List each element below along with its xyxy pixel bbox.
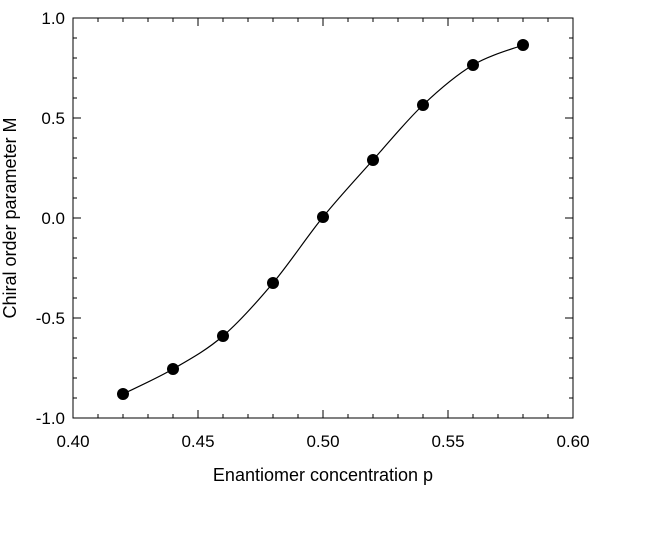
y-tick-label: -0.5 [36, 309, 65, 328]
data-point [367, 154, 379, 166]
y-axis-title: Chiral order parameter M [0, 117, 20, 318]
x-axis-title: Enantiomer concentration p [213, 465, 433, 485]
data-point [317, 211, 329, 223]
data-point [417, 99, 429, 111]
tick-labels: 0.40 0.45 0.50 0.55 0.60 1.0 0.5 0.0 -0.5 -1.0 [36, 9, 590, 451]
x-tick-label: 0.60 [556, 432, 589, 451]
x-tick-label: 0.45 [181, 432, 214, 451]
y-tick-label: -1.0 [36, 409, 65, 428]
axis-ticks [72, 17, 574, 419]
data-point [267, 277, 279, 289]
data-point [167, 363, 179, 375]
y-tick-label: 1.0 [41, 9, 65, 28]
y-tick-label: 0.5 [41, 109, 65, 128]
y-tick-label: 0.0 [41, 209, 65, 228]
data-point [117, 388, 129, 400]
data-point [517, 39, 529, 51]
x-tick-label: 0.55 [431, 432, 464, 451]
x-tick-label: 0.50 [306, 432, 339, 451]
x-tick-label: 0.40 [56, 432, 89, 451]
data-point [217, 330, 229, 342]
data-point [467, 59, 479, 71]
data-points [117, 39, 529, 400]
